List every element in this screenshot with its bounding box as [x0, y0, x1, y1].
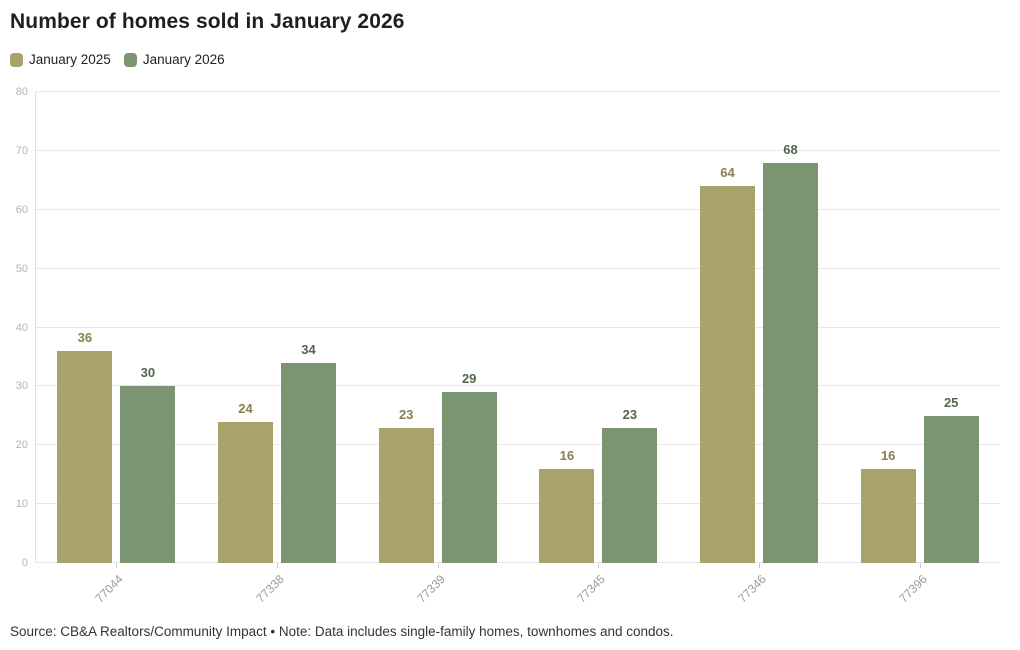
bar-value-label: 23	[622, 406, 638, 422]
bar[interactable]: 23	[378, 407, 434, 563]
bar-value-label: 30	[140, 365, 156, 381]
bar-value-label: 23	[398, 406, 414, 422]
x-axis-tick	[437, 563, 439, 568]
bar[interactable]: 36	[57, 330, 113, 563]
y-axis-label: 50	[15, 262, 28, 275]
bar-chart: 0 10 20 30 40 50 60 70 80 36 30 77044 24 34 77338 23 29…	[10, 86, 1000, 605]
gridline	[36, 562, 1000, 563]
x-tick-label: 77346	[735, 572, 769, 606]
bar[interactable]: 16	[539, 448, 595, 563]
chart-title: Number of homes sold in January 2026	[10, 10, 405, 33]
bar[interactable]: 23	[602, 407, 658, 563]
bar-groups: 36 30 77044 24 34 77338 23 29 77339 16 23 77345 64 68…	[36, 92, 1000, 605]
legend-swatch	[123, 52, 137, 67]
legend-swatch	[10, 52, 23, 67]
bar[interactable]: 25	[923, 395, 979, 563]
legend-item: January 2026	[123, 52, 225, 67]
bar[interactable]: 30	[120, 365, 176, 563]
bar-value-label: 68	[783, 141, 798, 157]
bar-group: 16 23 77345	[518, 92, 679, 605]
y-axis-label: 0	[21, 557, 28, 569]
bar-group: 64 68 77346	[679, 92, 840, 605]
bar[interactable]: 29	[441, 371, 497, 563]
y-axis-label: 40	[15, 321, 28, 334]
bar[interactable]: 34	[281, 342, 336, 563]
legend-label: January 2025	[29, 52, 111, 67]
y-axis-label: 10	[15, 498, 28, 511]
gridline	[36, 91, 1000, 92]
bar-group: 36 30 77044	[36, 92, 197, 605]
gridline	[36, 149, 1000, 151]
y-axis-label: 70	[15, 144, 28, 157]
bar-group: 23 29 77339	[357, 92, 518, 605]
y-axis-label: 60	[15, 203, 28, 216]
gridline	[36, 444, 1000, 446]
bar-group: 24 34 77338	[197, 92, 358, 605]
bar-value-label: 36	[77, 330, 93, 346]
gridline	[36, 208, 1000, 210]
source-note: Source: CB&A Realtors/Community Impact •…	[10, 624, 674, 639]
x-tick-label: 77396	[896, 572, 930, 606]
bar-value-label: 25	[943, 394, 959, 410]
legend-label: January 2026	[142, 52, 225, 67]
gridline	[36, 326, 1000, 328]
bar-group: 16 25 77396	[839, 92, 1000, 605]
bar-value-label: 29	[461, 371, 477, 387]
plot-area: 36 30 77044 24 34 77338 23 29 77339 16 23 77345 64 68…	[35, 91, 1000, 605]
x-axis-tick	[598, 563, 600, 568]
gridline	[36, 503, 1000, 505]
bar[interactable]: 24	[218, 401, 273, 563]
y-axis-label: 80	[15, 86, 28, 98]
bar-value-label: 16	[559, 447, 575, 463]
y-axis-label: 20	[15, 439, 28, 452]
bar-value-label: 24	[238, 400, 253, 416]
bar-value-label: 34	[301, 341, 316, 357]
bar-value-label: 64	[720, 165, 735, 181]
legend-item: January 2025	[10, 52, 111, 67]
x-axis-tick	[116, 563, 118, 568]
x-axis-tick	[759, 563, 761, 568]
x-axis-tick	[919, 563, 921, 568]
y-axis-label: 30	[15, 380, 28, 393]
x-axis-tick	[277, 563, 278, 568]
bar-value-label: 16	[880, 447, 896, 463]
gridline	[36, 267, 1000, 269]
legend: January 2025 January 2026	[10, 52, 225, 67]
bar[interactable]: 16	[860, 448, 916, 563]
bar[interactable]: 64	[700, 165, 756, 563]
bar[interactable]: 68	[763, 142, 819, 563]
y-axis: 0 10 20 30 40 50 60 70 80	[10, 86, 35, 569]
gridline	[36, 385, 1000, 387]
